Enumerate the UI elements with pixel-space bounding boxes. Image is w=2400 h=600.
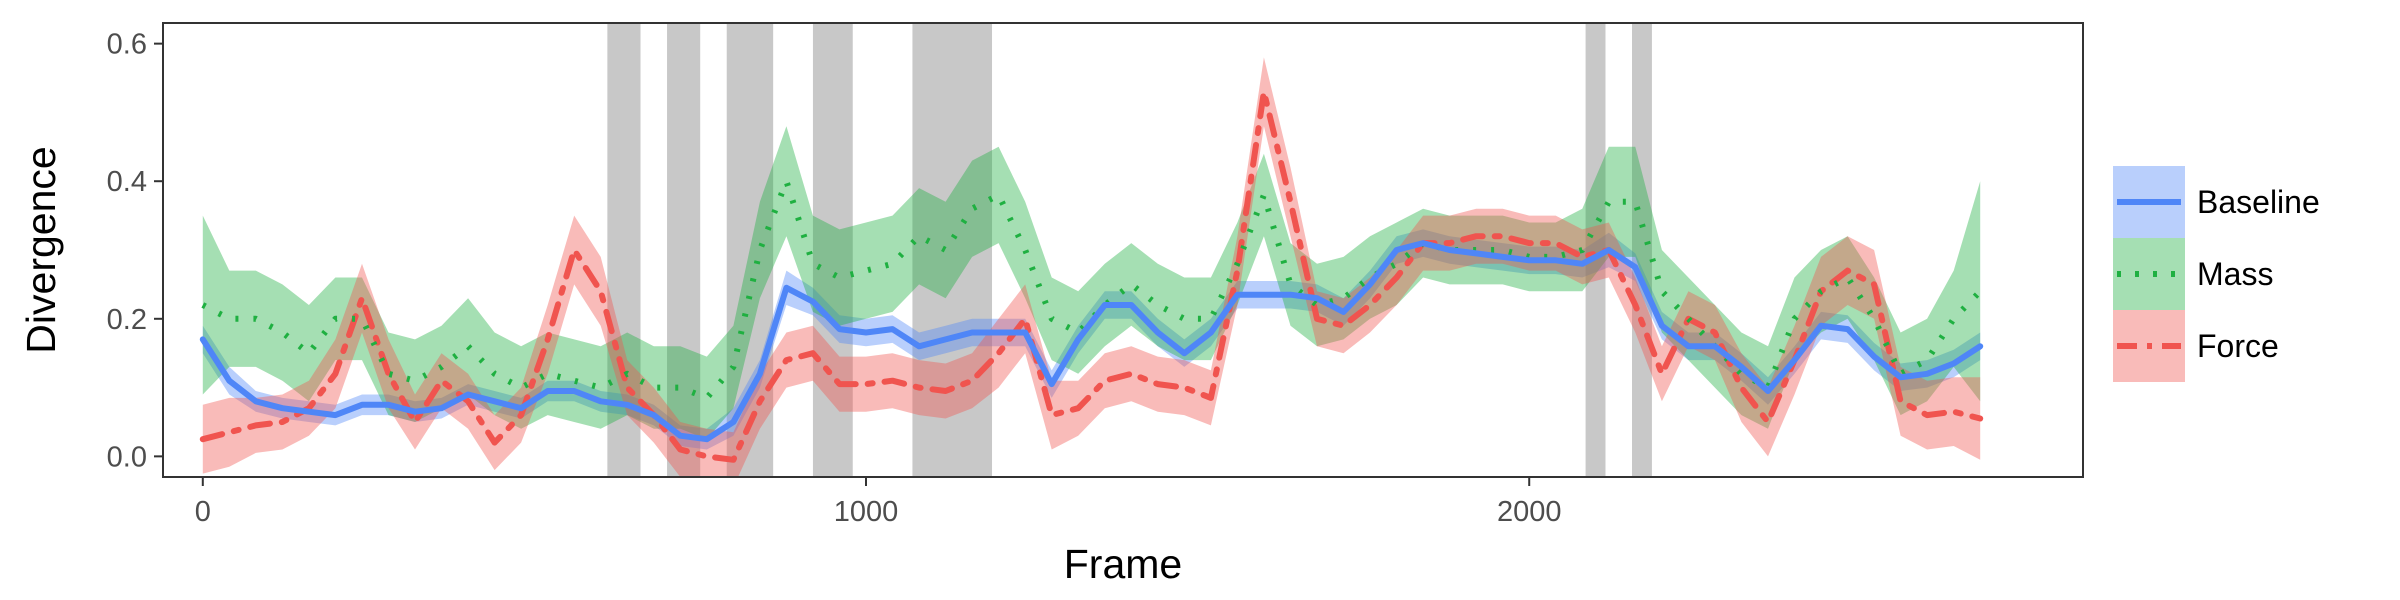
- shaded-region: [812, 23, 853, 477]
- plot-area: [199, 23, 1984, 477]
- legend-label: Force: [2197, 328, 2279, 364]
- shaded-region: [667, 23, 701, 477]
- shaded-region: [1585, 23, 1606, 477]
- shaded-region: [1632, 23, 1652, 477]
- band-force: [202, 57, 1981, 477]
- y-tick-label: 0.2: [107, 304, 147, 336]
- x-axis: 0 1000 2000: [195, 477, 1562, 528]
- legend-label: Baseline: [2197, 184, 2320, 220]
- shaded-region: [912, 23, 993, 477]
- legend-item-baseline: Baseline: [2113, 166, 2320, 238]
- y-tick-label: 0.4: [107, 166, 147, 198]
- legend-label: Mass: [2197, 256, 2273, 292]
- y-tick-label: 0.6: [107, 29, 147, 61]
- y-tick-label: 0.0: [107, 441, 147, 473]
- plot-panel-border: [162, 22, 2084, 478]
- x-tick-label: 1000: [834, 496, 899, 528]
- legend-item-mass: Mass: [2113, 238, 2273, 310]
- series-line-force: [199, 88, 1984, 463]
- band-mass: [202, 126, 1981, 440]
- legend-item-force: Force: [2113, 310, 2279, 382]
- legend: Baseline Mass Force: [2113, 166, 2320, 382]
- series-line-baseline: [199, 240, 1984, 443]
- y-axis-title: Divergence: [18, 146, 64, 353]
- x-axis-title: Frame: [1064, 541, 1182, 587]
- y-axis: 0.0 0.2 0.4 0.6: [107, 29, 163, 473]
- shaded-region: [726, 23, 774, 477]
- x-tick-label: 0: [195, 496, 211, 528]
- x-tick-label: 2000: [1497, 496, 1562, 528]
